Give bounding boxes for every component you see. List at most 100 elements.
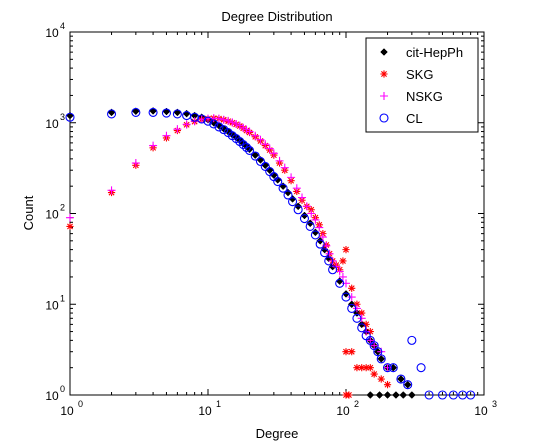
x-axis-label: Degree <box>256 426 299 441</box>
legend-marker <box>380 92 388 100</box>
data-point <box>342 246 350 254</box>
y-tick-exponent: 3 <box>60 112 65 122</box>
data-point <box>288 195 297 203</box>
data-point <box>383 391 392 399</box>
legend-label: NSKG <box>406 89 443 104</box>
data-point <box>352 304 361 313</box>
data-point <box>342 290 350 298</box>
data-point <box>250 151 260 161</box>
data-point <box>399 391 408 399</box>
data-point <box>107 186 116 195</box>
data-point <box>148 107 158 117</box>
data-point <box>403 380 413 390</box>
data-point <box>306 219 315 228</box>
data-point <box>219 125 229 135</box>
y-tick-exponent: 1 <box>60 293 65 303</box>
data-point <box>448 390 458 400</box>
data-point <box>214 114 223 123</box>
data-point <box>370 370 378 378</box>
legend-marker <box>380 48 388 56</box>
y-tick-label: 10 <box>45 117 59 131</box>
data-point <box>273 176 283 187</box>
data-point <box>261 140 270 149</box>
data-point <box>214 122 224 132</box>
x-tick-label: 10 <box>336 404 350 418</box>
data-point <box>287 173 296 182</box>
y-tick-exponent: 2 <box>60 203 65 213</box>
data-point <box>342 348 350 356</box>
data-point <box>407 391 416 399</box>
data-point <box>269 149 278 158</box>
data-point <box>466 390 476 400</box>
data-point <box>348 348 356 356</box>
data-point <box>161 108 172 118</box>
data-point <box>362 320 370 328</box>
x-tick-exponent: 0 <box>78 399 83 409</box>
data-point <box>335 278 345 288</box>
data-point <box>283 190 293 200</box>
data-point <box>382 363 393 373</box>
series-nskg <box>66 114 392 372</box>
data-point <box>66 222 74 231</box>
series-cl <box>65 107 476 400</box>
data-point <box>256 135 265 144</box>
data-point <box>366 327 374 336</box>
data-point <box>320 248 330 258</box>
data-point <box>311 215 320 224</box>
data-point <box>315 239 325 249</box>
data-point <box>265 144 274 153</box>
data-point <box>182 120 191 129</box>
data-point <box>315 223 324 232</box>
data-point <box>219 115 228 124</box>
data-points <box>65 107 476 400</box>
legend-label: SKG <box>406 67 433 82</box>
data-point <box>345 391 353 399</box>
data-point <box>162 131 171 140</box>
x-tick-label: 10 <box>198 404 212 418</box>
data-point <box>131 159 140 168</box>
data-point <box>288 197 298 207</box>
data-point <box>149 141 158 150</box>
data-point <box>203 116 213 126</box>
data-point <box>251 131 260 140</box>
data-point <box>324 256 334 266</box>
data-point <box>300 211 309 220</box>
data-point <box>370 341 379 350</box>
data-point <box>294 202 302 211</box>
data-point <box>190 112 200 122</box>
data-point <box>224 116 233 125</box>
data-point <box>197 114 207 124</box>
data-point <box>424 390 434 400</box>
axis-ticks <box>69 32 484 396</box>
data-point <box>416 363 426 373</box>
data-point <box>292 184 301 193</box>
data-point <box>260 161 270 171</box>
data-point <box>275 156 284 165</box>
data-point <box>383 381 392 389</box>
legend: cit-HepPh SKG NSKG CL <box>365 37 479 133</box>
data-point <box>388 363 398 373</box>
data-point <box>377 375 385 383</box>
x-tick-exponent: 1 <box>216 399 221 409</box>
data-point <box>318 233 327 242</box>
data-point <box>269 171 278 179</box>
data-point <box>65 112 75 122</box>
data-point <box>209 119 219 129</box>
legend-marker <box>380 70 388 78</box>
data-point <box>347 293 356 302</box>
data-point <box>358 309 366 317</box>
x-tick-label: 10 <box>474 404 488 418</box>
data-point <box>261 161 270 170</box>
data-point <box>106 109 117 119</box>
y-tick-label: 10 <box>45 389 59 403</box>
data-point <box>392 391 400 399</box>
data-point <box>373 347 383 357</box>
data-point <box>307 209 316 218</box>
data-point <box>172 109 182 119</box>
data-point <box>265 166 274 175</box>
data-point <box>299 213 310 224</box>
y-axis-label: Count <box>21 195 36 230</box>
data-point <box>366 391 375 399</box>
data-point <box>357 323 367 333</box>
